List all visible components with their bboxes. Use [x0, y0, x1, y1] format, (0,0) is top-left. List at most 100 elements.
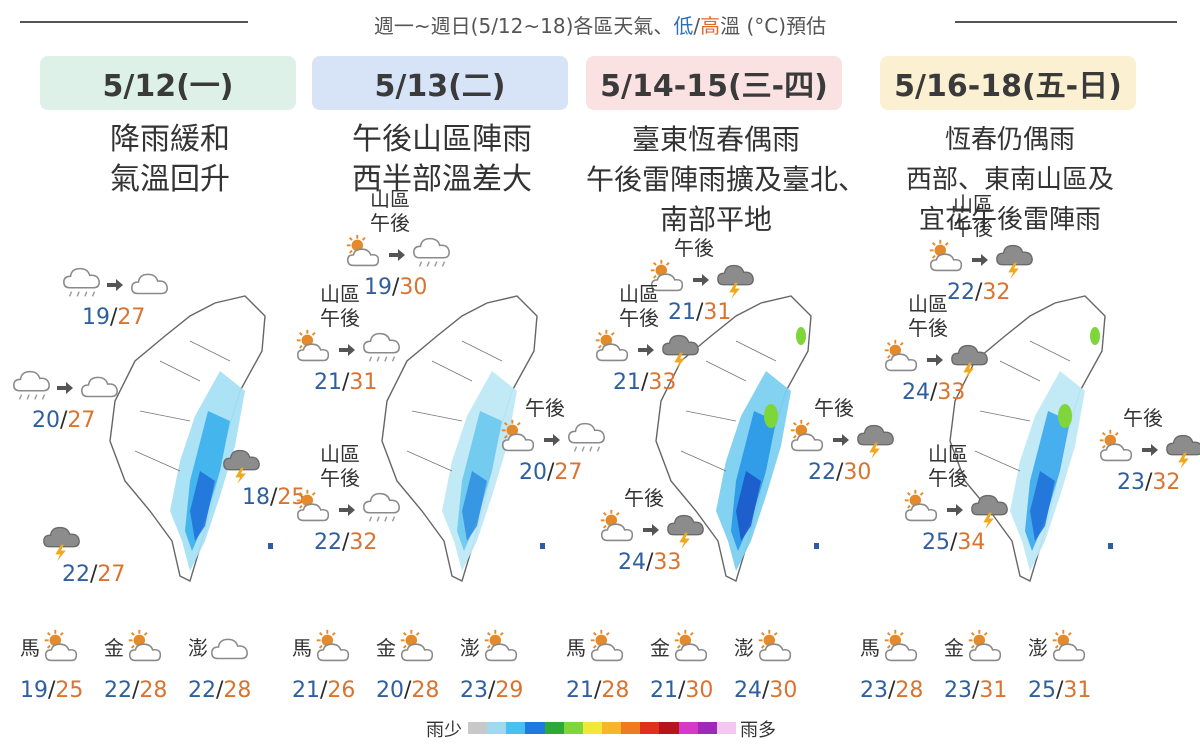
island-name: 金: [104, 636, 124, 660]
arrow-right-icon: [388, 247, 406, 266]
station-timing-label: 山區 午後: [320, 282, 360, 330]
high-temp: 26: [327, 678, 356, 703]
thunder-cloud-icon: [664, 506, 708, 554]
low-temp: 25: [1028, 678, 1056, 703]
legend-swatch: [697, 722, 717, 734]
sun-cloud-icon: [312, 626, 356, 674]
temperature-range: 21/31: [314, 370, 377, 395]
orchid-island: [814, 543, 819, 549]
outlying-island-forecast: 金 20/28: [376, 626, 458, 726]
temp-separator: /: [342, 530, 350, 555]
rain-hotspot: [1090, 327, 1100, 345]
rain-cloud-icon: [410, 231, 454, 279]
temp-separator: /: [270, 485, 278, 510]
sun-cloud-icon: [497, 416, 541, 464]
temp-separator: /: [90, 562, 98, 587]
legend-swatch: [563, 722, 583, 734]
high-temp: 27: [67, 408, 96, 433]
sun-cloud-icon: [900, 486, 944, 534]
island-name: 金: [944, 636, 964, 660]
high-temp: 28: [411, 678, 440, 703]
high-temp: 32: [1152, 470, 1181, 495]
island-name: 馬: [860, 636, 880, 660]
county-borders: [134, 340, 231, 472]
sun-cloud-icon: [292, 326, 336, 374]
island-temperature: 25/31: [1028, 678, 1091, 703]
arrow-right-icon: [637, 342, 655, 361]
day-panel: 5/13(二) 午後山區陣雨 西半部溫差大 山區 午後 19/30 山區 午後 21/31 午…: [292, 56, 605, 703]
temp-separator: /: [888, 678, 896, 703]
legend-swatch: [582, 722, 602, 734]
sun-cloud-icon: [646, 256, 690, 304]
legend-color-scale: [468, 722, 736, 734]
temperature-range: 22/32: [947, 280, 1010, 305]
headline-line: 臺東恆春偶雨: [631, 123, 800, 156]
temp-separator: /: [392, 275, 400, 300]
high-temp: 30: [769, 678, 798, 703]
temp-separator: /: [1056, 678, 1064, 703]
island-temperature: 23/28: [860, 678, 923, 703]
outlying-island-forecast: 澎 25/31: [1028, 626, 1110, 726]
rain-cloud-icon: [565, 416, 609, 464]
low-temp: 21: [613, 370, 641, 395]
outlying-island-forecast: 金 21/30: [650, 626, 732, 726]
taiwan-rainfall-map: [949, 295, 1113, 582]
outlying-island-forecast: 澎 22/28: [188, 626, 270, 726]
title-slash: /: [693, 14, 701, 38]
rain-cloud-icon: [60, 261, 104, 309]
sun-cloud-icon: [396, 626, 440, 674]
high-temp: 34: [957, 530, 986, 555]
forecast-headline: 臺東恆春偶雨 午後雷陣雨擴及臺北、 南部平地: [586, 120, 866, 240]
temp-separator: /: [547, 460, 555, 485]
high-temp: 33: [653, 550, 682, 575]
station-timing-label: 山區 午後: [953, 192, 993, 240]
low-temp: 23: [944, 678, 972, 703]
station-timing-label: 山區 午後: [928, 442, 968, 490]
temp-separator: /: [975, 280, 983, 305]
legend-many-label: 雨多: [740, 720, 776, 741]
temperature-range: 24/33: [618, 550, 681, 575]
forecast-headline: 降雨緩和 氣溫回升: [40, 120, 300, 200]
sun-cloud-icon: [1048, 626, 1092, 674]
temp-separator: /: [930, 380, 938, 405]
headline-line: 降雨緩和: [110, 122, 230, 157]
temp-separator: /: [594, 678, 602, 703]
high-temp: 32: [982, 280, 1011, 305]
temperature-range: 24/33: [902, 380, 965, 405]
date-pill: 5/12(一): [40, 56, 296, 110]
station-timing-label: 午後: [814, 396, 854, 420]
low-temp: 23: [860, 678, 888, 703]
orchid-island: [1108, 543, 1113, 549]
rain-hotspot: [764, 404, 778, 428]
temperature-range: 25/34: [922, 530, 985, 555]
island-temperature: 22/28: [188, 678, 251, 703]
sun-cloud-icon: [880, 626, 924, 674]
rain-area-heaviest: [462, 471, 487, 541]
rainfall-legend: 雨少 雨多: [0, 716, 1200, 741]
high-temp: 28: [223, 678, 252, 703]
island-name: 金: [376, 636, 396, 660]
island-name: 馬: [292, 636, 312, 660]
temp-separator: /: [404, 678, 412, 703]
station-timing-label: 午後: [1123, 406, 1163, 430]
thunder-cloud-icon: [659, 326, 703, 374]
day-panel: 5/12(一) 降雨緩和 氣溫回升 19/27 20/27 18/25 22/27 馬 19/2…: [13, 56, 305, 703]
high-temp: 30: [399, 275, 428, 300]
arrow-right-icon: [971, 252, 989, 271]
low-temp: 22: [188, 678, 216, 703]
low-temp: 24: [618, 550, 646, 575]
headline-line: 恆春仍偶雨: [944, 125, 1075, 155]
station-timing-label: 午後: [525, 396, 565, 420]
forecast-headline: 恆春仍偶雨 西部、東南山區及 宜花午後雷陣雨: [880, 120, 1140, 240]
high-temp: 31: [979, 678, 1008, 703]
outlying-island-forecast: 馬 21/28: [566, 626, 648, 726]
legend-swatch: [640, 722, 660, 734]
low-temp: 23: [460, 678, 488, 703]
island-name: 馬: [566, 636, 586, 660]
arrow-right-icon: [832, 432, 850, 451]
legend-swatch: [621, 722, 641, 734]
rain-area-heaviest: [1030, 471, 1055, 541]
temp-separator: /: [1145, 470, 1153, 495]
taiwan-rainfall-map: [109, 295, 273, 582]
page-title: 週一~週日(5/12~18)各區天氣、低/高溫 (°C)預估: [0, 10, 1200, 39]
